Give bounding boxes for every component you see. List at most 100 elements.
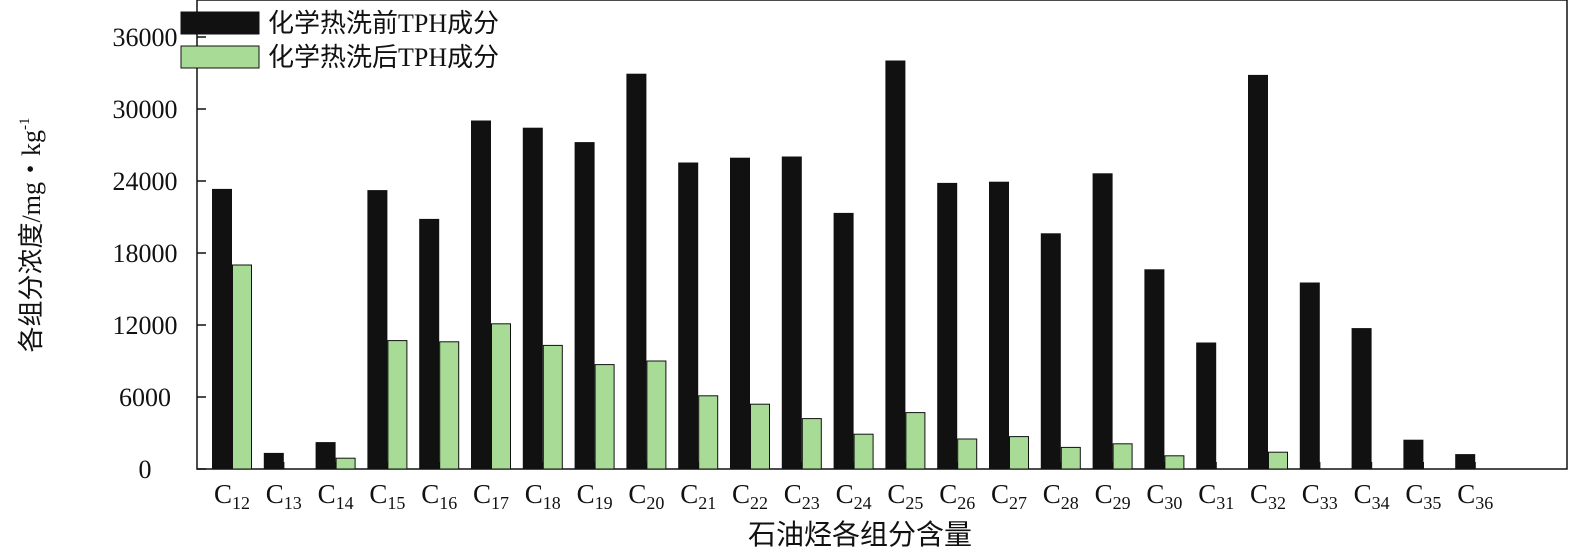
x-tick-label: C21 (680, 479, 716, 513)
x-tick-label: C27 (991, 479, 1027, 513)
bar-before-wash (937, 182, 958, 470)
x-tick-label-base: C (991, 479, 1009, 509)
x-tick-label: C34 (1354, 479, 1390, 513)
x-tick-label-subscript: 34 (1372, 493, 1390, 513)
x-tick-label-subscript: 30 (1164, 493, 1182, 513)
bar-before-wash (1403, 439, 1424, 470)
bar-before-wash (1144, 269, 1165, 470)
x-tick-label-base: C (887, 479, 905, 509)
y-axis-title-superscript: -1 (17, 118, 33, 131)
x-tick-label-base: C (628, 479, 646, 509)
bar-before-wash (1299, 282, 1320, 470)
x-tick-label: C15 (369, 479, 405, 513)
x-tick-label-subscript: 25 (905, 493, 923, 513)
x-tick-label-base: C (421, 479, 439, 509)
x-tick-label-base: C (1405, 479, 1423, 509)
x-tick-label-subscript: 13 (284, 493, 302, 513)
legend-swatch (180, 11, 260, 35)
y-tick-label: 36000 (113, 23, 178, 52)
x-tick-label: C22 (732, 479, 768, 513)
x-tick-label-base: C (1095, 479, 1113, 509)
x-tick-label-subscript: 17 (491, 493, 509, 513)
x-tick-label-base: C (214, 479, 232, 509)
bar-before-wash (730, 157, 750, 470)
x-tick-label-base: C (1198, 479, 1216, 509)
bar-after-wash (957, 438, 978, 470)
plot-frame (196, 0, 1568, 470)
x-tick-label: C12 (214, 479, 250, 513)
legend-swatch (180, 45, 260, 69)
x-tick-label-subscript: 26 (957, 493, 975, 513)
x-tick-label-base: C (784, 479, 802, 509)
bar-after-wash (439, 341, 460, 470)
x-tick-label: C14 (318, 479, 354, 513)
y-axis: 0 6000 12000 18000 24000 30000 36000 (113, 23, 206, 484)
y-tick-label: 18000 (113, 239, 178, 268)
y-tick-label: 6000 (119, 383, 171, 412)
bar-after-wash (542, 344, 563, 470)
bar-after-wash (698, 395, 719, 470)
bar-before-wash (678, 162, 699, 470)
bar-before-wash (626, 73, 647, 470)
x-tick-label: C29 (1095, 479, 1131, 513)
x-tick-label-subscript: 14 (336, 493, 354, 513)
bar-before-wash (1455, 454, 1476, 470)
y-tick-label: 0 (139, 455, 152, 484)
x-tick-label-base: C (1457, 479, 1475, 509)
x-tick-label: C19 (577, 479, 613, 513)
x-tick-label: C25 (887, 479, 923, 513)
x-tick-label-base: C (1302, 479, 1320, 509)
x-tick-label-subscript: 16 (439, 493, 457, 513)
bar-before-wash (989, 181, 1009, 470)
x-tick-label-subscript: 24 (854, 493, 872, 513)
x-tick-label-subscript: 18 (543, 493, 561, 513)
bar-after-wash (1112, 443, 1133, 470)
bar-before-wash (522, 127, 543, 470)
x-tick-label: C36 (1457, 479, 1493, 513)
x-tick-label-base: C (369, 479, 387, 509)
bar-before-wash (367, 190, 388, 470)
y-tick-label: 12000 (113, 311, 178, 340)
bar-before-wash (471, 120, 491, 470)
x-tick-label-base: C (836, 479, 854, 509)
x-tick-label-base: C (732, 479, 750, 509)
bar-before-wash (315, 442, 336, 470)
x-tick-label-subscript: 20 (646, 493, 664, 513)
x-tick-label: C30 (1146, 479, 1182, 513)
x-tick-label-subscript: 15 (387, 493, 405, 513)
x-tick-label-subscript: 23 (802, 493, 820, 513)
y-axis-title: 各组分浓度/mg・kg-1 (17, 118, 46, 353)
x-tick-label-base: C (577, 479, 595, 509)
x-tick-label: C23 (784, 479, 820, 513)
x-tick-label: C13 (266, 479, 302, 513)
x-tick-label-subscript: 29 (1113, 493, 1131, 513)
x-tick-label-subscript: 22 (750, 493, 768, 513)
x-tick-label: C24 (836, 479, 872, 513)
x-tick-label: C20 (628, 479, 664, 513)
x-tick-label-base: C (939, 479, 957, 509)
bar-before-wash (1092, 173, 1113, 470)
x-tick-label-subscript: 12 (232, 493, 250, 513)
bar-after-wash (232, 264, 252, 470)
bar-after-wash (750, 403, 770, 470)
x-tick-label: C33 (1302, 479, 1338, 513)
x-tick-label: C28 (1043, 479, 1079, 513)
bar-before-wash (1196, 342, 1217, 470)
y-tick-label: 24000 (113, 167, 178, 196)
bar-after-wash (594, 364, 615, 470)
legend-label: 化学热洗后TPH成分 (268, 43, 499, 72)
x-tick-label-subscript: 31 (1216, 493, 1234, 513)
y-axis-title-text: 各组分浓度/mg・kg (17, 130, 46, 352)
x-tick-label-subscript: 33 (1320, 493, 1338, 513)
bar-after-wash (1268, 451, 1288, 470)
bar-before-wash (419, 218, 440, 470)
x-tick-label-base: C (318, 479, 336, 509)
x-tick-label: C26 (939, 479, 975, 513)
x-tick-label-subscript: 35 (1423, 493, 1441, 513)
x-tick-label-base: C (1250, 479, 1268, 509)
bar-after-wash (335, 457, 356, 470)
x-tick-label-base: C (266, 479, 284, 509)
x-tick-label-base: C (473, 479, 491, 509)
